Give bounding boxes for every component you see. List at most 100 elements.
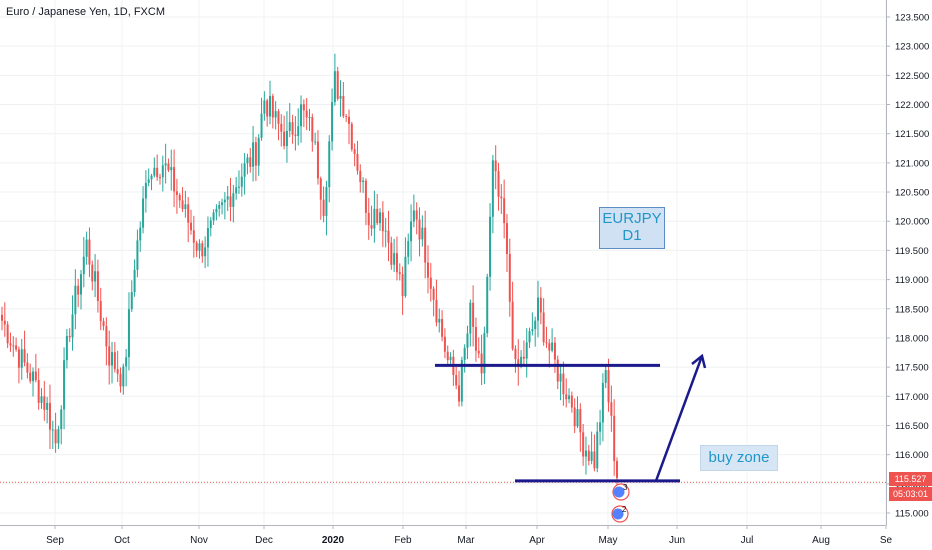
candle-body [596, 431, 599, 469]
drawing-layer[interactable]: 32 [0, 353, 886, 523]
candle-body [209, 220, 212, 229]
event-badge-icon[interactable]: 2 [611, 505, 629, 523]
candle [452, 349, 455, 386]
price-axis[interactable]: 123.500 123.000 122.500 122.000 121.500 121.0… [886, 0, 929, 525]
candle [142, 186, 145, 234]
candle [587, 444, 590, 466]
candle [167, 158, 170, 173]
candle-body [601, 382, 604, 423]
price-tick-label: 118.000 [895, 333, 929, 344]
candle [500, 184, 503, 214]
candle-body [54, 429, 57, 444]
candle [610, 385, 613, 432]
candle-body [319, 178, 322, 200]
candle-body [376, 208, 379, 224]
candle [3, 302, 6, 337]
candle [534, 316, 537, 347]
candle [74, 269, 77, 330]
candle [108, 330, 111, 385]
candle [300, 95, 303, 143]
candle [51, 420, 54, 450]
candle-body [381, 212, 384, 232]
symbol-label-box[interactable]: EURJPY D1 [599, 207, 665, 249]
candle-body [568, 395, 571, 400]
candle-body [308, 117, 311, 119]
candle [415, 202, 418, 235]
candle [514, 345, 517, 373]
candle [458, 370, 461, 407]
event-badge-icon[interactable]: 3 [612, 483, 630, 501]
candle-body [573, 407, 576, 427]
candle [294, 116, 297, 151]
price-tick-label: 116.000 [895, 450, 929, 461]
candle [79, 269, 82, 310]
candle-body [480, 353, 483, 374]
candle [443, 328, 446, 359]
time-tick-label: 2020 [322, 535, 345, 546]
candle-body [421, 227, 424, 240]
candle-body [469, 302, 472, 334]
candle-body [218, 204, 221, 209]
candle-body [142, 198, 145, 228]
candle [139, 221, 142, 252]
time-axis[interactable]: Sep Oct Nov Dec 2020 Feb Mar Apr May Jun Jul Aug Se [0, 525, 893, 546]
candle-body [221, 202, 224, 205]
candle [94, 254, 97, 298]
last-price-tag: 115.527 [889, 472, 932, 486]
candle [489, 203, 492, 291]
candle [367, 197, 370, 240]
candle-body [393, 253, 396, 265]
candle-body [175, 191, 178, 196]
candle [91, 260, 94, 291]
candle [181, 187, 184, 212]
candle [463, 344, 466, 373]
candle [133, 259, 136, 297]
candle-body [336, 71, 339, 99]
candle [579, 403, 582, 452]
candle [364, 178, 367, 226]
candle-body [604, 370, 607, 383]
candle-body [127, 309, 130, 358]
candle [573, 398, 576, 434]
candle-body [424, 227, 427, 263]
candle-body [147, 179, 150, 183]
candle-body [246, 157, 249, 164]
buy-zone-label[interactable]: buy zone [700, 445, 778, 471]
candle-body [511, 301, 514, 349]
candle [130, 280, 133, 312]
candle [539, 287, 542, 325]
candle [190, 209, 193, 235]
candle-body [26, 362, 29, 373]
candle [376, 193, 379, 226]
candle-body [398, 272, 401, 275]
candle-body [167, 163, 170, 171]
candle [322, 186, 325, 223]
time-tick-label: Se [880, 535, 893, 546]
candle [178, 192, 181, 208]
candle-body [288, 122, 291, 131]
candle-body [74, 285, 77, 315]
candle [531, 312, 534, 336]
candle-body [226, 196, 229, 200]
chart-grid [0, 0, 887, 525]
candle [82, 237, 85, 288]
candle-body [570, 395, 573, 408]
candle [153, 157, 156, 178]
price-tick-label: 117.500 [895, 363, 929, 374]
candle [198, 239, 201, 259]
candle-body [387, 230, 390, 243]
candle [277, 109, 280, 141]
candle-body [553, 342, 556, 360]
candle-body [156, 167, 159, 178]
candle-body [51, 429, 54, 431]
candle-body [435, 299, 438, 323]
candle-body [494, 160, 497, 172]
candle [63, 347, 66, 430]
candle-body [99, 301, 102, 322]
candle [60, 405, 63, 445]
candle-body [161, 165, 164, 178]
candle [342, 81, 345, 119]
price-tick-label: 122.000 [895, 100, 929, 111]
candle-body [384, 230, 387, 232]
